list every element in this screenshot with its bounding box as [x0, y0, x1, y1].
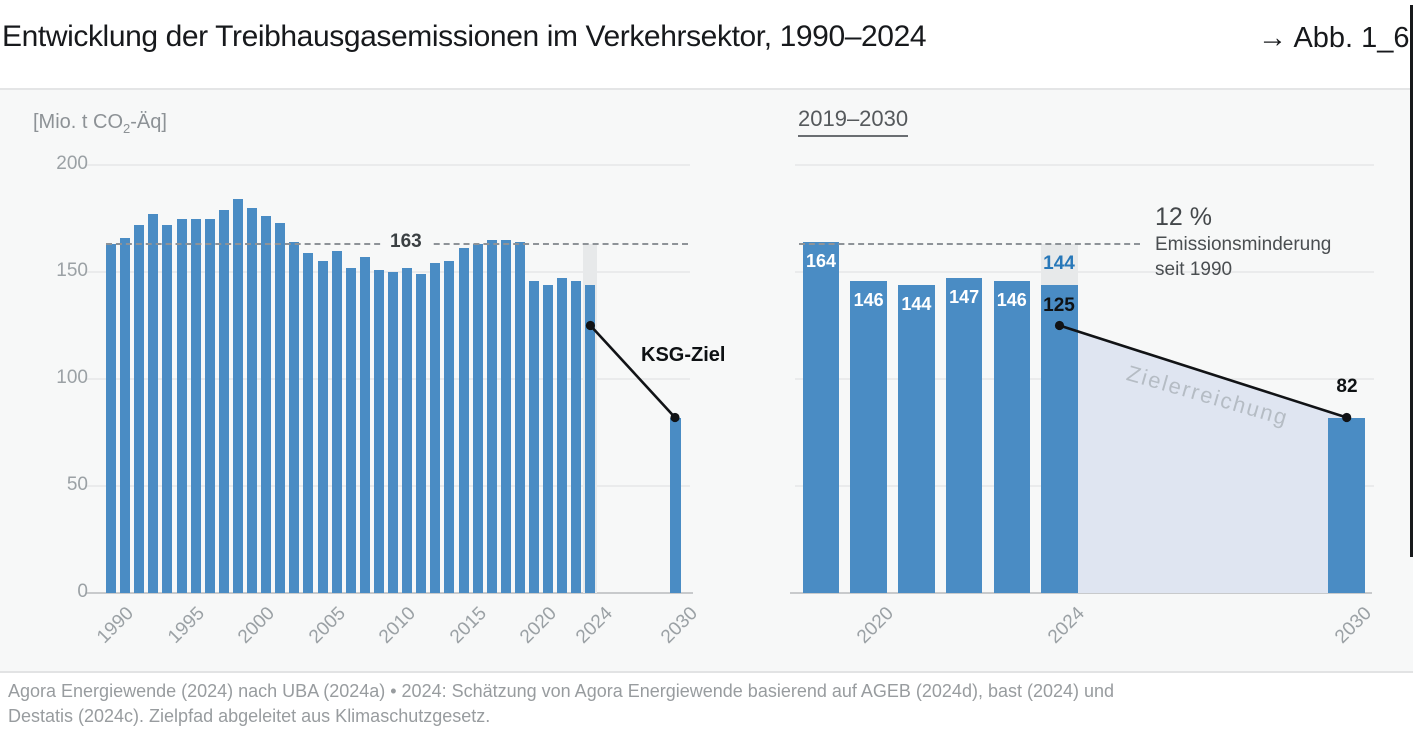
bar-1994 [162, 224, 173, 593]
bar-right-2024 [1041, 284, 1078, 593]
bar-2014 [444, 261, 455, 593]
bar-1998 [218, 209, 229, 593]
bar-1992 [134, 224, 145, 593]
bar-1997 [204, 218, 215, 593]
target-2024-value-label: 125 [1043, 295, 1075, 316]
bar-value-label-2019: 164 [805, 251, 837, 272]
ksg-target-label: KSG-Ziel [641, 344, 726, 366]
bar-2022 [557, 278, 568, 593]
gridline-right-200 [795, 164, 1374, 166]
estimate-2024-value-label: 144 [1043, 253, 1075, 274]
bar-2006 [331, 250, 342, 593]
source-note-line2: Destatis (2024c). Zielpfad abgeleitet au… [8, 706, 491, 726]
bar-2007 [345, 267, 356, 593]
bar-2015 [458, 248, 469, 593]
bar-2000 [247, 207, 257, 593]
bar-value-label-2023: 146 [996, 289, 1027, 310]
bar-2013 [430, 263, 441, 593]
bar-1995 [176, 218, 187, 593]
x-axis-baseline-left [86, 592, 693, 594]
bar-2012 [416, 274, 427, 593]
bar-2023 [571, 280, 582, 593]
bar-2021 [543, 284, 554, 593]
bar-1993 [148, 214, 159, 593]
source-note-line1: Agora Energiewende (2024) nach UBA (2024… [8, 681, 1115, 701]
y-tick-label-50: 50 [66, 474, 88, 495]
y-tick-label-0: 0 [77, 581, 88, 602]
bar-2030-target [670, 417, 681, 593]
reduction-annotation-line1: Emissionsminderung [1155, 234, 1332, 255]
bar-2009 [373, 269, 384, 593]
bar-right-2023 [993, 280, 1031, 593]
bar-2011 [402, 267, 413, 593]
bar-1999 [232, 199, 243, 593]
bar-2016 [472, 244, 483, 593]
footer-divider [0, 671, 1413, 673]
x-axis-baseline-right [790, 592, 1372, 594]
bar-2020 [529, 280, 539, 593]
bar-2001 [261, 216, 272, 593]
y-axis-unit-label: [Mio. t CO2-Äq] [33, 111, 167, 136]
bar-2004 [303, 252, 314, 593]
y-tick-label-150: 150 [56, 260, 88, 281]
reference-line-right [799, 243, 1140, 245]
bar-value-label-2020: 146 [853, 289, 884, 310]
right-chart-title: 2019–2030 [798, 106, 909, 137]
bar-1996 [190, 218, 201, 593]
bar-2018 [500, 239, 511, 593]
header-divider [0, 88, 1413, 90]
figure-reference-link[interactable]: → Abb. 1_6 [1258, 22, 1410, 54]
bar-right-2020 [850, 280, 887, 593]
bar-right-2021 [898, 284, 935, 593]
reduction-annotation-line2: seit 1990 [1155, 259, 1233, 280]
reduction-percent-headline: 12 % [1155, 203, 1212, 231]
bar-2019 [514, 242, 525, 593]
bar-value-label-2022: 147 [949, 287, 980, 308]
reference-line-value-label: 163 [381, 231, 431, 253]
bar-2002 [275, 222, 286, 593]
gridline-left-200 [86, 164, 690, 166]
bar-right-2019 [802, 242, 840, 593]
bar-2024 [585, 284, 596, 593]
bar-2010 [388, 272, 398, 593]
bar-1990 [106, 244, 116, 593]
bar-value-label-2021: 144 [901, 293, 932, 314]
bar-right-2022 [945, 278, 983, 593]
gridline-right-150 [795, 271, 1374, 273]
page-right-edge-line [1410, 5, 1413, 557]
page-title: Entwicklung der Treibhausgasemissionen i… [2, 20, 927, 53]
bar-2008 [359, 257, 370, 593]
bar-right-2030-target [1328, 417, 1365, 593]
y-tick-label-100: 100 [56, 367, 88, 388]
bar-1991 [120, 237, 131, 593]
y-tick-label-200: 200 [56, 153, 88, 174]
bar-2017 [486, 239, 497, 593]
target-2030-value-label: 82 [1336, 376, 1358, 397]
bar-2003 [289, 242, 300, 593]
bar-2005 [317, 261, 328, 593]
